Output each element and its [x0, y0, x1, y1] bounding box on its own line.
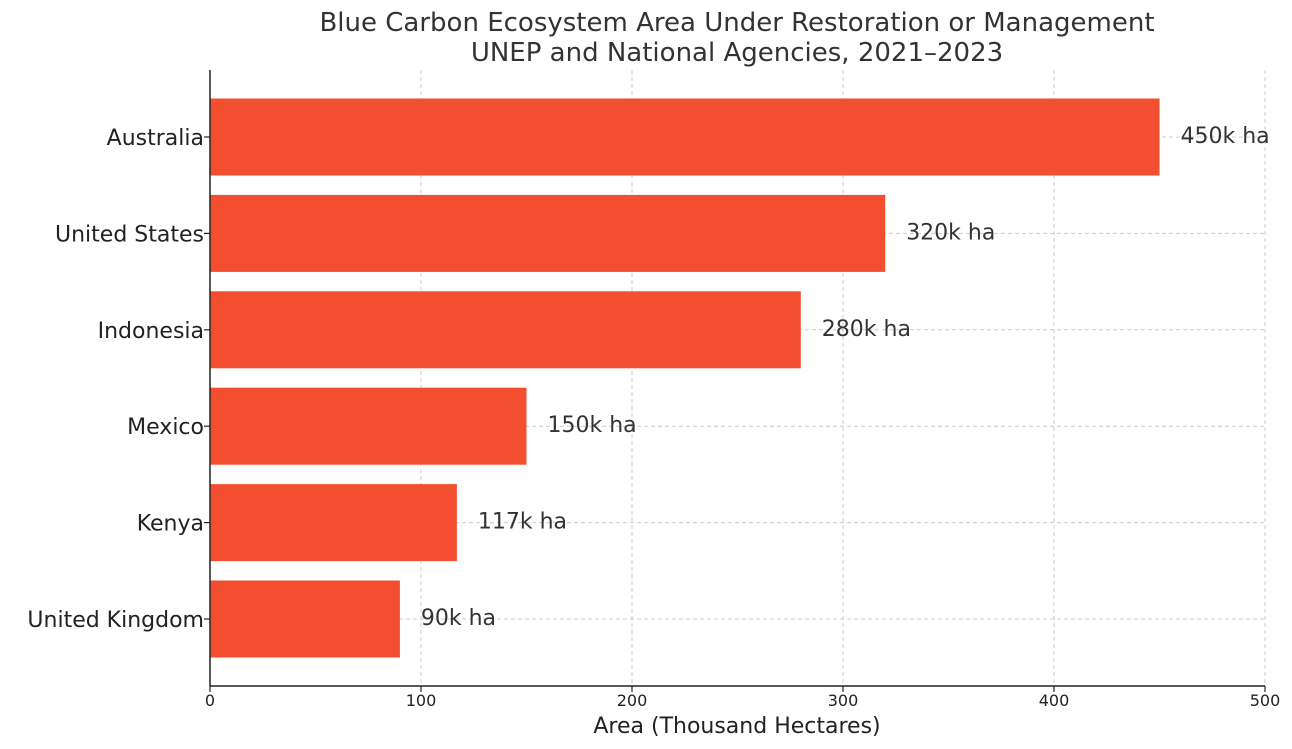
value-label: 117k ha	[478, 510, 567, 535]
category-label: Mexico	[127, 415, 204, 440]
x-tick-label: 300	[828, 691, 859, 710]
x-tick-label: 500	[1250, 691, 1281, 710]
x-tick-label: 100	[406, 691, 437, 710]
category-label: United Kingdom	[27, 608, 204, 633]
bar-indonesia	[210, 291, 801, 369]
value-label: 150k ha	[548, 413, 637, 438]
chart-subtitle: UNEP and National Agencies, 2021–2023	[471, 38, 1003, 68]
x-tick-label: 400	[1039, 691, 1070, 710]
bar-australia	[210, 98, 1160, 176]
value-label: 90k ha	[421, 606, 496, 631]
chart-title: Blue Carbon Ecosystem Area Under Restora…	[319, 8, 1154, 38]
value-label: 320k ha	[906, 220, 995, 245]
x-tick-label: 0	[205, 691, 215, 710]
bar-united-kingdom	[210, 580, 400, 658]
value-label: 280k ha	[822, 317, 911, 342]
x-axis-title: Area (Thousand Hectares)	[593, 714, 880, 739]
category-label: Australia	[107, 126, 204, 151]
category-label: Kenya	[137, 512, 204, 537]
axes-layer	[204, 70, 1266, 692]
bars-layer	[210, 98, 1160, 658]
labels-layer: 0 100 200 300 400 500 Australia 450k ha United S…	[27, 124, 1280, 710]
bar-kenya	[210, 484, 457, 562]
bar-united-states	[210, 194, 886, 272]
category-label: Indonesia	[98, 319, 204, 344]
x-tick-label: 200	[617, 691, 648, 710]
value-label: 450k ha	[1181, 124, 1270, 149]
category-label: United States	[55, 222, 204, 247]
bar-mexico	[210, 387, 527, 465]
